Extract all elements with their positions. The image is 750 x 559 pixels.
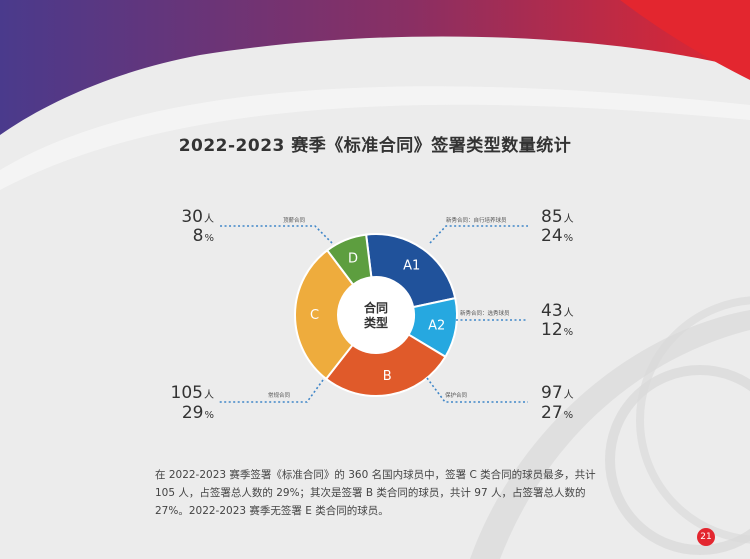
chart-title: 2022-2023 赛季《标准合同》签署类型数量统计 (178, 136, 572, 156)
count-value: 97人 (541, 383, 574, 403)
center-label-line: 合同 (364, 300, 388, 315)
leader-line (426, 377, 528, 403)
count-value: 105人 (171, 383, 214, 403)
donut-hole (338, 277, 414, 353)
leader-line (218, 225, 333, 244)
category-label: 新秀合同：选秀球员 (460, 309, 510, 317)
count-value: 30人 (181, 207, 214, 227)
leader-line (218, 379, 324, 403)
percent-value: 24% (541, 226, 573, 246)
page-number: 21 (697, 528, 715, 546)
percent-value: 12% (541, 320, 573, 340)
category-label: 常规合同 (268, 391, 291, 399)
slice-label-a2: A2 (428, 319, 445, 334)
slice-label-a1: A1 (403, 258, 420, 273)
center-label-line: 类型 (364, 315, 388, 330)
slice-label-c: C (310, 308, 319, 323)
slice-label-d: D (348, 251, 358, 266)
percent-value: 27% (541, 403, 573, 423)
percent-value: 8% (193, 226, 214, 246)
category-label: 保护合同 (445, 391, 468, 399)
leader-line (429, 225, 528, 244)
count-value: 43人 (541, 301, 574, 321)
summary-paragraph: 在 2022-2023 赛季签署《标准合同》的 360 名国内球员中，签署 C … (155, 469, 596, 517)
category-label: 顶薪合同 (283, 216, 306, 224)
count-value: 85人 (541, 207, 574, 227)
percent-value: 29% (182, 403, 214, 423)
slice-label-b: B (383, 369, 392, 384)
category-label: 新秀合同：自行培养球员 (446, 216, 507, 224)
